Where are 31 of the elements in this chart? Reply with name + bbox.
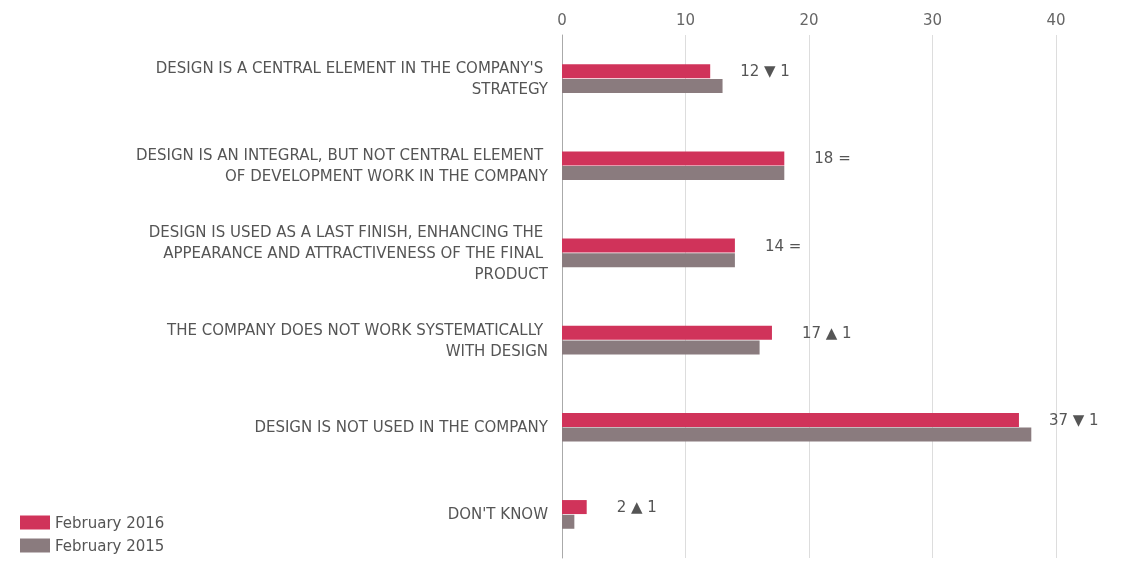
legend-label: February 2015	[55, 536, 165, 555]
data-label: 37 ▼ 1	[1048, 410, 1099, 429]
bar	[562, 78, 723, 93]
y-tick-label: DESIGN IS A CENTRAL ELEMENT IN THE COMPANY'S STRATEGY	[155, 59, 549, 99]
bar	[562, 166, 785, 181]
bar	[562, 325, 772, 340]
y-tick-label: DON'T KNOW	[447, 505, 549, 524]
data-label: 18 =	[814, 149, 851, 168]
bar	[562, 500, 587, 515]
bar	[562, 253, 735, 268]
y-tick-label: DESIGN IS NOT USED IN THE COMPANY	[254, 418, 549, 437]
x-tick-label: 10	[675, 10, 696, 29]
data-label: 2 ▲ 1	[616, 498, 657, 517]
bar	[562, 514, 575, 529]
y-tick-label: DESIGN IS AN INTEGRAL, BUT NOT CENTRAL ELEMENT OF DEVELOPMENT WORK IN THE COMPANY	[135, 146, 549, 186]
legend-label: February 2016	[55, 513, 165, 532]
bar	[562, 340, 760, 355]
bar	[562, 427, 1032, 442]
y-tick-label: THE COMPANY DOES NOT WORK SYSTEMATICALLY WITH DESIGN	[165, 320, 548, 360]
x-tick-label: 0	[557, 10, 567, 29]
x-tick-label: 40	[1046, 10, 1066, 29]
x-tick-label: 30	[922, 10, 943, 29]
data-label: 14 =	[764, 236, 802, 255]
bar	[562, 64, 711, 79]
bar	[562, 412, 1019, 427]
bar	[562, 238, 735, 253]
data-label: 17 ▲ 1	[801, 323, 852, 342]
y-tick-label: DESIGN IS USED AS A LAST FINISH, ENHANCING THE APPEARANCE AND ATTRACTIVENESS OF THE FINAL PRODUCT	[148, 222, 549, 283]
data-label: 12 ▼ 1	[740, 62, 790, 81]
bar	[562, 151, 785, 166]
x-tick-label: 20	[799, 10, 819, 29]
